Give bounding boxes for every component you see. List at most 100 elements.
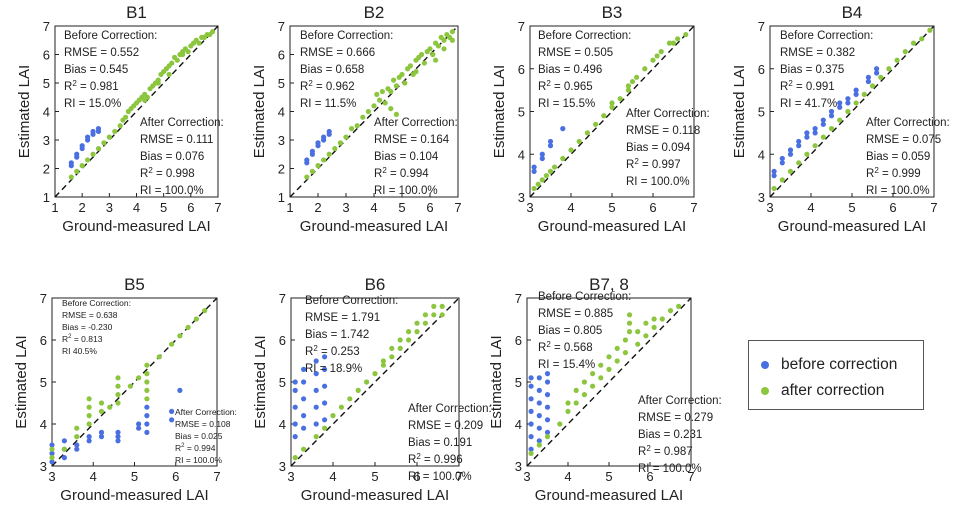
x-tick-label: 5 (605, 469, 612, 484)
before-stats-rmse: RMSE = 0.505 (538, 47, 613, 59)
before-stats-rmse: RMSE = 0.666 (300, 47, 375, 59)
panel-b6: 3 4 5 6 7 3 4 5 6 7 B6 Ground-measured LAI Estimated… (252, 275, 492, 504)
after-point (536, 442, 542, 448)
after-point (560, 155, 566, 162)
after-point (614, 345, 620, 351)
after-point (643, 320, 649, 326)
after-stats-r2: R2 = 0.999 (866, 166, 921, 180)
panel-b3: 3 4 5 6 7 3 4 5 6 7 B3 Ground-measured LAI Estimated… (491, 3, 710, 235)
before-point (301, 425, 307, 431)
after-stats-heading: After Correction: (638, 395, 722, 407)
after-point (389, 345, 395, 351)
before-point (74, 151, 80, 157)
after-point (123, 114, 129, 120)
after-point (127, 383, 133, 389)
after-point (635, 329, 641, 335)
after-point (388, 88, 394, 95)
legend-after-marker (761, 387, 769, 395)
after-stats-rmse: RMSE = 0.075 (866, 134, 941, 146)
after-point (598, 375, 604, 381)
x-tick-label: 3 (48, 469, 55, 484)
after-point (853, 100, 859, 106)
x-tick-label: 6 (187, 200, 194, 215)
after-point (371, 103, 377, 109)
after-point (74, 168, 80, 174)
after-point (531, 185, 537, 192)
before-point (95, 126, 102, 132)
x-tick-label: 7 (454, 200, 461, 215)
after-point (568, 147, 574, 153)
after-point (292, 455, 298, 461)
after-point (106, 134, 112, 140)
before-point (292, 421, 298, 427)
before-point (49, 442, 55, 448)
before-point (539, 155, 545, 162)
after-point (820, 134, 826, 140)
x-tick-label: 3 (287, 469, 294, 484)
before-point (536, 387, 542, 393)
y-tick-label: 4 (278, 105, 285, 120)
panel-b78: 3 4 5 6 7 3 4 5 6 7 B7, 8 Ground-measured LAI Estima… (488, 275, 722, 504)
after-point (397, 337, 403, 343)
x-tick-label: 3 (526, 200, 533, 215)
before-point (61, 438, 67, 444)
after-point (431, 303, 437, 309)
after-point (389, 354, 395, 360)
before-stats-bias: Bias = 0.545 (64, 64, 128, 76)
before-point (74, 442, 80, 448)
after-point (576, 138, 582, 145)
after-point (155, 80, 161, 86)
after-point (593, 121, 599, 127)
after-stats-bias: Bias = 0.059 (866, 151, 930, 163)
after-point (322, 425, 328, 431)
before-point (528, 408, 534, 414)
y-axis-label: Estimated LAI (13, 335, 30, 428)
after-point (374, 91, 380, 97)
after-point (407, 63, 413, 69)
after-stats-r2: R2 = 0.994 (175, 443, 216, 453)
before-point (322, 400, 328, 406)
after-point (430, 51, 436, 58)
after-point (910, 40, 917, 46)
after-point (397, 345, 403, 351)
after-point (581, 379, 588, 385)
x-tick-label: 7 (930, 200, 937, 215)
before-point (845, 100, 851, 106)
after-point (861, 91, 867, 97)
after-point (804, 151, 810, 157)
x-tick-label: 6 (172, 469, 179, 484)
y-tick-label: 2 (278, 162, 285, 177)
after-point (330, 413, 336, 419)
after-point (115, 375, 121, 381)
after-point (654, 53, 660, 59)
after-point (422, 312, 428, 318)
before-point (828, 113, 835, 119)
after-point (136, 375, 142, 381)
after-point (667, 308, 674, 314)
after-stats-ri: RI = 100.0% (374, 185, 438, 197)
after-point (598, 362, 604, 368)
before-stats-rmse: RMSE = 0.885 (538, 308, 613, 320)
after-point (622, 337, 629, 343)
y-tick-label: 5 (515, 375, 522, 390)
y-tick-label: 3 (40, 459, 47, 474)
before-point (85, 134, 91, 140)
after-point (771, 185, 777, 192)
y-tick-label: 3 (278, 133, 285, 148)
y-tick-label: 2 (43, 162, 50, 177)
after-point (202, 308, 208, 314)
after-point (144, 371, 150, 377)
y-tick-label: 7 (515, 291, 522, 306)
before-point (321, 134, 327, 140)
y-tick-label: 7 (518, 19, 525, 34)
after-point (439, 303, 445, 309)
after-point (441, 46, 447, 52)
before-stats-ri: RI 40.5% (62, 346, 97, 356)
after-point (606, 354, 612, 360)
x-tick-label: 4 (133, 200, 140, 215)
before-point (292, 434, 298, 440)
after-point (309, 168, 315, 174)
x-tick-label: 3 (523, 469, 530, 484)
panel-title: B1 (126, 3, 147, 22)
before-point (322, 417, 328, 423)
